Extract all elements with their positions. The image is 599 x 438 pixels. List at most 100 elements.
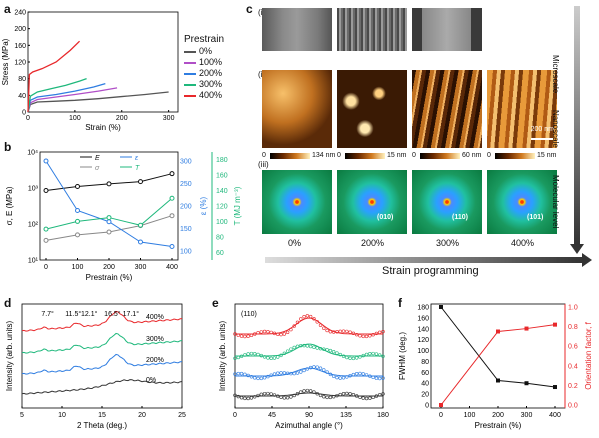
azimuthal-point xyxy=(269,392,273,396)
azimuthal-point xyxy=(358,371,362,376)
y-left-tick-label: 80 xyxy=(421,359,429,366)
azimuthal-point xyxy=(371,333,375,337)
curve-label: 0% xyxy=(146,377,156,384)
orientation-point xyxy=(439,403,443,407)
azimuthal-point xyxy=(348,356,352,360)
azimuthal-point xyxy=(236,371,240,376)
colorbar-1 xyxy=(345,153,385,159)
azimuthal-point xyxy=(335,375,339,380)
axes-frame xyxy=(27,11,179,113)
peak-label: 12.1° xyxy=(81,310,98,318)
legend-symbol: E xyxy=(95,155,100,162)
azimuthal-point xyxy=(259,330,264,334)
x-axis-label: Prestrain (%) xyxy=(475,421,522,430)
x-tick-label: 90 xyxy=(305,412,313,419)
azimuthal-point xyxy=(358,355,362,359)
axes-frame xyxy=(39,151,179,261)
azimuthal-point xyxy=(312,345,316,349)
azimuthal-point xyxy=(351,356,356,361)
y-tick-label: 40 xyxy=(18,93,26,100)
azimuthal-point xyxy=(292,345,296,350)
y-left-tick-label: 60 xyxy=(421,370,429,377)
x-axis-label: Azimuthal angle (°) xyxy=(275,421,343,430)
series-point-ε xyxy=(75,208,80,213)
series-point-E xyxy=(169,171,175,177)
azimuthal-point xyxy=(305,344,310,348)
y-axis-label: Intensity (arb. units) xyxy=(5,321,14,392)
y-mid-tick-label: 100 xyxy=(180,249,192,256)
azimuthal-fit-curve xyxy=(235,392,383,397)
azimuthal-point xyxy=(374,352,379,356)
waxs-miller-400: (101) xyxy=(527,214,544,221)
strain-programming-label: Strain programming xyxy=(382,265,479,277)
azimuthal-point xyxy=(364,334,369,339)
azimuthal-point xyxy=(318,366,323,370)
x-tick-label: 25 xyxy=(178,412,186,419)
y-right-tick-label: 120 xyxy=(216,204,228,211)
sem-scale-bar xyxy=(531,44,553,46)
series-point-σ xyxy=(169,213,175,219)
scale-arrow xyxy=(574,6,580,244)
x-tick-label: 100 xyxy=(69,115,81,122)
azimuthal-point xyxy=(266,374,270,379)
azimuthal-point xyxy=(374,331,379,336)
azimuthal-point xyxy=(279,395,283,399)
stress-strain-chart: 0 100 200 300 0 40 80 120 160 200 240 Strain (%) Str… xyxy=(1,10,179,132)
x-tick-label: 45 xyxy=(268,412,276,419)
x-tick-label: 200 xyxy=(116,115,128,122)
azimuthal-point xyxy=(272,372,277,376)
fwhm-point xyxy=(439,305,443,309)
azimuthal-point xyxy=(272,356,277,360)
azimuthal-point xyxy=(351,331,356,336)
azimuthal-point xyxy=(256,376,260,381)
label-molecular: Molecular level xyxy=(551,175,560,229)
y-right-tick-label: 0.6 xyxy=(568,344,578,351)
azimuthal-point xyxy=(378,330,382,334)
azimuthal-point xyxy=(262,355,267,359)
azimuthal-chart: 0 45 90 135 180 Azimuthal angle (°) Intensity … xyxy=(218,303,389,430)
peak-label: 11.5° xyxy=(65,310,81,318)
y-tick-label: 200 xyxy=(14,26,26,33)
x-tick-label: 0 xyxy=(233,412,237,419)
azimuthal-point xyxy=(289,395,293,399)
x-tick-label: 100 xyxy=(72,264,84,271)
afm-image-0 xyxy=(262,70,332,148)
colorbar-2 xyxy=(420,153,460,159)
y-axis-label: Intensity (arb. units) xyxy=(218,321,227,392)
y-right-axis-label: Orientation factor, f xyxy=(584,321,593,389)
azimuthal-point xyxy=(305,367,310,371)
azimuthal-point xyxy=(354,372,359,376)
azimuthal-point xyxy=(299,317,303,321)
y-left-tick-label: 140 xyxy=(417,326,429,333)
azimuthal-point xyxy=(236,394,240,399)
azimuthal-point xyxy=(285,330,290,335)
series-point-E xyxy=(43,188,49,194)
reflection-tag: (110) xyxy=(241,311,257,318)
azimuthal-point xyxy=(233,356,237,360)
azimuthal-point xyxy=(354,332,359,337)
x-tick-label: 5 xyxy=(20,412,24,419)
y-left-tick-label: 180 xyxy=(417,305,429,312)
x-tick-label: 15 xyxy=(98,412,106,419)
peak-label: 16.5° xyxy=(104,310,121,318)
x-tick-label: 200 xyxy=(103,264,115,271)
azimuthal-point xyxy=(328,395,333,400)
y-right-tick-label: 0.0 xyxy=(568,403,578,410)
colorbar-0 xyxy=(270,153,310,159)
fwhm-point xyxy=(553,385,557,390)
azimuthal-point xyxy=(269,356,273,361)
azimuthal-point xyxy=(246,334,250,338)
azimuthal-point xyxy=(233,393,237,398)
xrd-curve-0% xyxy=(21,379,183,395)
azimuthal-point xyxy=(262,329,267,334)
x-tick-label: 200 xyxy=(492,412,504,419)
panel-f-label: f xyxy=(398,296,402,310)
xrd-curve-400% xyxy=(21,310,183,332)
y-right-tick-label: 0.8 xyxy=(568,324,578,331)
y-left-axis-label: FWHM (deg.) xyxy=(398,332,407,380)
x-axis-label: 2 Theta (deg.) xyxy=(77,421,127,430)
legend-text: 200% xyxy=(199,68,223,78)
azimuthal-point xyxy=(256,352,260,357)
xrd-curve-300% xyxy=(21,332,183,354)
colorbar-2-min: 0 xyxy=(412,152,416,159)
